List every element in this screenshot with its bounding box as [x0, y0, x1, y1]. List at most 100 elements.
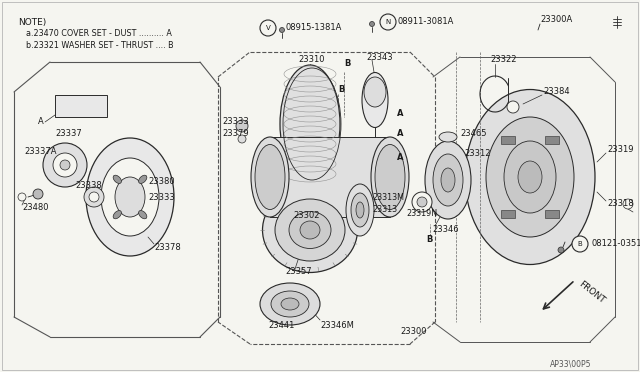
Ellipse shape: [441, 168, 455, 192]
Text: 08915-1381A: 08915-1381A: [286, 23, 342, 32]
Ellipse shape: [86, 138, 174, 256]
Ellipse shape: [433, 154, 463, 206]
Text: 23322: 23322: [490, 55, 516, 64]
Text: 23380: 23380: [148, 177, 175, 186]
Ellipse shape: [101, 158, 159, 236]
Text: 23333: 23333: [148, 192, 175, 202]
Ellipse shape: [281, 298, 299, 310]
Circle shape: [89, 192, 99, 202]
Text: 23337: 23337: [55, 129, 82, 138]
Ellipse shape: [518, 161, 542, 193]
Text: 08121-0351F: 08121-0351F: [592, 240, 640, 248]
Text: b.23321 WASHER SET - THRUST .... B: b.23321 WASHER SET - THRUST .... B: [26, 41, 173, 49]
Circle shape: [417, 197, 427, 207]
Circle shape: [412, 192, 432, 212]
Ellipse shape: [425, 141, 471, 219]
Text: A: A: [397, 109, 403, 119]
Text: 23313: 23313: [372, 205, 397, 215]
Ellipse shape: [113, 211, 122, 219]
Ellipse shape: [362, 73, 388, 128]
Circle shape: [380, 14, 396, 30]
Circle shape: [60, 160, 70, 170]
Text: 23480: 23480: [22, 203, 49, 212]
Text: 23357: 23357: [285, 267, 312, 276]
Text: 23300: 23300: [400, 327, 426, 337]
Text: 23319N: 23319N: [406, 209, 437, 218]
Circle shape: [43, 143, 87, 187]
Bar: [545, 210, 559, 218]
Text: N: N: [385, 19, 390, 25]
Text: 23337A: 23337A: [24, 148, 56, 157]
Ellipse shape: [364, 77, 386, 107]
Text: 23312: 23312: [464, 150, 490, 158]
Text: 23384: 23384: [543, 87, 570, 96]
Text: A: A: [38, 118, 44, 126]
Ellipse shape: [351, 193, 369, 227]
Ellipse shape: [375, 144, 405, 209]
Text: 08911-3081A: 08911-3081A: [398, 17, 454, 26]
Text: NOTE): NOTE): [18, 17, 46, 26]
Text: V: V: [266, 25, 270, 31]
Text: A: A: [397, 129, 403, 138]
Ellipse shape: [139, 175, 147, 183]
Text: 23346: 23346: [432, 224, 459, 234]
Ellipse shape: [113, 175, 122, 183]
Text: B: B: [344, 60, 350, 68]
Circle shape: [558, 247, 564, 253]
Ellipse shape: [271, 291, 309, 317]
Ellipse shape: [280, 65, 340, 183]
Text: 23313M: 23313M: [372, 192, 404, 202]
Text: 23441: 23441: [268, 321, 294, 330]
Circle shape: [18, 193, 26, 201]
Text: B: B: [338, 84, 344, 93]
Polygon shape: [270, 137, 390, 217]
Ellipse shape: [300, 221, 320, 239]
Bar: [55, 95, 107, 117]
Ellipse shape: [260, 283, 320, 325]
Text: 23319: 23319: [607, 145, 634, 154]
Ellipse shape: [289, 212, 331, 248]
Bar: [545, 136, 559, 144]
Ellipse shape: [255, 144, 285, 209]
Circle shape: [260, 20, 276, 36]
Circle shape: [238, 135, 246, 143]
Bar: [500, 136, 515, 144]
Ellipse shape: [275, 199, 345, 261]
Text: a.23470 COVER SET - DUST .......... A: a.23470 COVER SET - DUST .......... A: [26, 29, 172, 38]
Text: 23338: 23338: [75, 180, 102, 189]
Text: 23300A: 23300A: [540, 16, 572, 25]
Text: AP33\00P5: AP33\00P5: [550, 359, 591, 369]
Ellipse shape: [139, 211, 147, 219]
Circle shape: [369, 22, 374, 26]
Text: 23346M: 23346M: [320, 321, 354, 330]
Ellipse shape: [356, 202, 364, 218]
Text: 23310: 23310: [299, 55, 325, 64]
Ellipse shape: [486, 117, 574, 237]
Text: A: A: [397, 153, 403, 161]
Text: B: B: [578, 241, 582, 247]
Text: FRONT: FRONT: [577, 279, 607, 305]
Ellipse shape: [346, 184, 374, 236]
Circle shape: [53, 153, 77, 177]
Text: 23379: 23379: [222, 129, 248, 138]
Circle shape: [84, 187, 104, 207]
Circle shape: [33, 189, 43, 199]
Ellipse shape: [504, 141, 556, 213]
Text: 23302: 23302: [293, 211, 319, 219]
Ellipse shape: [465, 90, 595, 264]
Text: 23318: 23318: [607, 199, 634, 208]
Circle shape: [623, 199, 633, 209]
Ellipse shape: [251, 137, 289, 217]
Text: B: B: [426, 235, 433, 244]
Ellipse shape: [115, 177, 145, 217]
Text: 23465: 23465: [460, 129, 486, 138]
Circle shape: [236, 120, 248, 132]
Ellipse shape: [371, 137, 409, 217]
Text: 23343: 23343: [366, 52, 392, 61]
Ellipse shape: [439, 132, 457, 142]
Circle shape: [280, 28, 285, 32]
Text: 23378: 23378: [154, 243, 180, 251]
Bar: [500, 210, 515, 218]
Text: 23333: 23333: [222, 118, 249, 126]
Circle shape: [572, 236, 588, 252]
